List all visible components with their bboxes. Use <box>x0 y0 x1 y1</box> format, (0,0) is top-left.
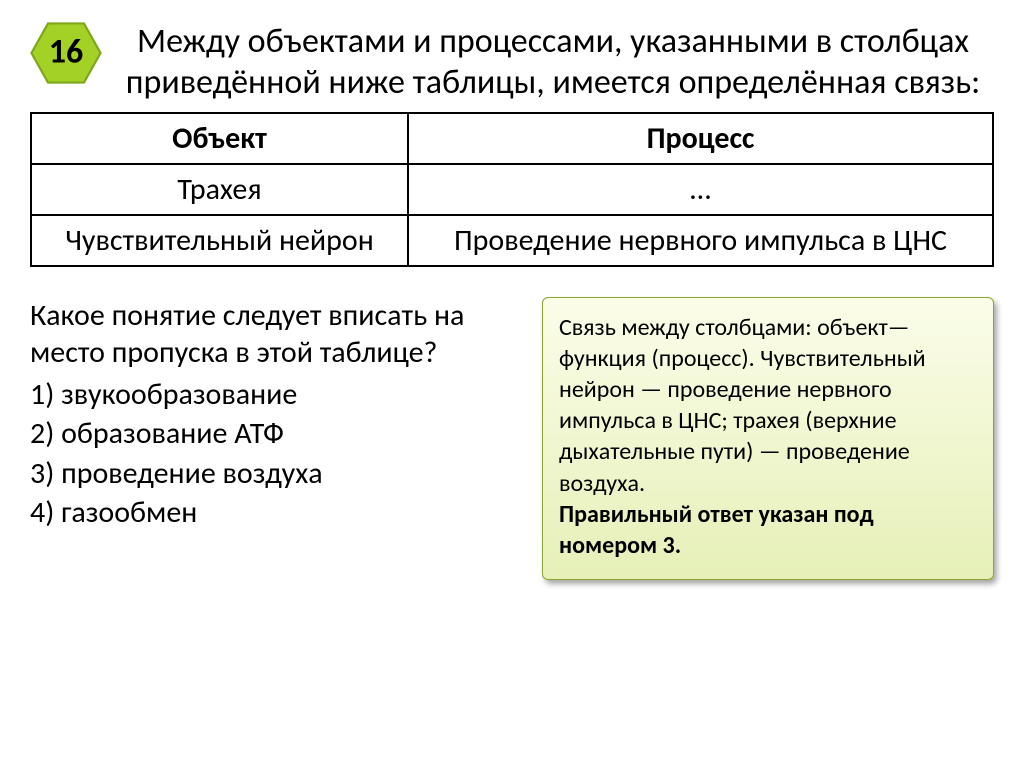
table-cell: Проведение нервного импульса в ЦНС <box>408 215 993 266</box>
question-column: Какое понятие следует вписать на место п… <box>30 297 518 581</box>
table-header-process: Процесс <box>408 113 993 164</box>
question-number-badge: 16 <box>30 22 102 84</box>
option-3: 3) проведение воздуха <box>30 455 518 493</box>
table-cell: Чувствительный нейрон <box>31 215 408 266</box>
answer-body: Связь между столбцами: объект— функция (… <box>559 313 926 498</box>
question-title: Между объектами и процессами, указанными… <box>112 22 994 104</box>
table-row: Чувствительный нейрон Проведение нервног… <box>31 215 993 266</box>
table-cell: Трахея <box>31 164 408 215</box>
answer-box: Связь между столбцами: объект— функция (… <box>542 297 994 581</box>
lower-section: Какое понятие следует вписать на место п… <box>0 267 1024 581</box>
table-header-object: Объект <box>31 113 408 164</box>
option-4: 4) газообмен <box>30 494 518 532</box>
option-2: 2) образование АТФ <box>30 415 518 453</box>
relation-table: Объект Процесс Трахея … Чувствительный н… <box>30 112 994 267</box>
option-1: 1) звукообразование <box>30 376 518 414</box>
answer-bold: Правильный ответ указан под номером 3. <box>559 499 977 561</box>
question-number: 16 <box>49 32 83 73</box>
table-cell: … <box>408 164 993 215</box>
question-prompt: Какое понятие следует вписать на место п… <box>30 297 518 372</box>
table-row: Трахея … <box>31 164 993 215</box>
table-header-row: Объект Процесс <box>31 113 993 164</box>
header-row: 16 Между объектами и процессами, указанн… <box>0 0 1024 104</box>
